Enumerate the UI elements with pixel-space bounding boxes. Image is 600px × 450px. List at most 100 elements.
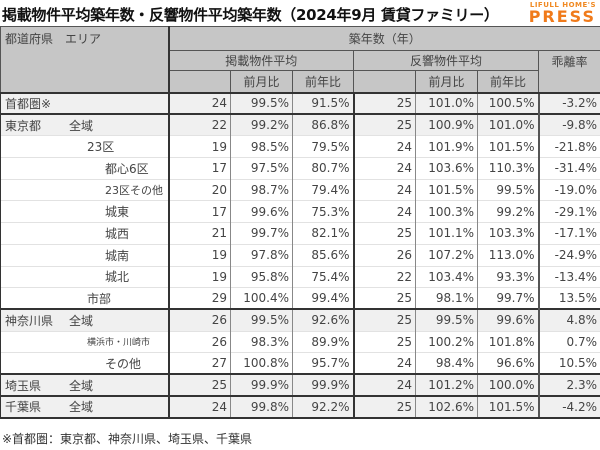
area-label: その他 bbox=[105, 356, 142, 371]
listed-mom-cell: 99.5% bbox=[230, 308, 293, 332]
area-cell: 首都圏※ bbox=[0, 91, 170, 115]
listed-age-cell: 19 bbox=[168, 265, 231, 288]
area-cell: その他 bbox=[0, 352, 170, 375]
listed-average-header: 掲載物件平均 bbox=[168, 50, 354, 71]
response-age-cell: 25 bbox=[352, 395, 416, 419]
prefecture-label: 東京都 bbox=[5, 118, 42, 133]
response-age-cell: 25 bbox=[352, 222, 416, 245]
response-mom-cell: 103.6% bbox=[415, 157, 478, 180]
response-yoy-header: 前年比 bbox=[477, 70, 539, 93]
area-label: 23区その他 bbox=[105, 184, 163, 198]
listed-age-cell: 27 bbox=[168, 352, 231, 375]
response-age-cell: 24 bbox=[352, 178, 416, 201]
response-mom-cell: 101.2% bbox=[415, 373, 478, 397]
area-label: 城南 bbox=[105, 248, 130, 263]
response-yoy-cell: 110.3% bbox=[477, 157, 539, 180]
response-age-cell: 26 bbox=[352, 243, 416, 266]
response-mom-cell: 103.4% bbox=[415, 265, 478, 288]
response-mom-cell: 101.1% bbox=[415, 222, 478, 245]
area-label: 城北 bbox=[105, 270, 130, 285]
area-cell: 東京都 全域 bbox=[0, 113, 170, 136]
gap-rate-header: 乖離率 bbox=[537, 50, 600, 93]
response-age-cell: 22 bbox=[352, 265, 416, 288]
listed-age-cell: 21 bbox=[168, 222, 231, 245]
response-yoy-cell: 96.6% bbox=[477, 352, 539, 375]
listed-yoy-cell: 85.6% bbox=[292, 243, 354, 266]
listed-yoy-cell: 91.5% bbox=[292, 91, 354, 115]
listed-mom-cell: 98.3% bbox=[230, 330, 293, 353]
gap-rate-cell: -17.1% bbox=[537, 222, 600, 245]
gap-rate-cell: 13.5% bbox=[537, 287, 600, 310]
gap-rate-cell: -31.4% bbox=[537, 157, 600, 180]
listed-age-cell: 24 bbox=[168, 91, 231, 115]
area-cell: 城北 bbox=[0, 265, 170, 288]
area-label: 城東 bbox=[105, 205, 130, 220]
listed-yoy-header: 前年比 bbox=[292, 70, 354, 93]
response-yoy-cell: 100.5% bbox=[477, 91, 539, 115]
page-title: 掲載物件平均築年数・反響物件平均築年数（2024年9月 賃貸ファミリー） bbox=[2, 6, 499, 24]
gap-rate-cell: 4.8% bbox=[537, 308, 600, 332]
listed-mom-cell: 95.8% bbox=[230, 265, 293, 288]
footnote: ※首都圏：東京都、神奈川県、埼玉県、千葉県 bbox=[2, 432, 253, 446]
area-label: 全域 bbox=[69, 313, 94, 328]
listed-yoy-cell: 92.2% bbox=[292, 395, 354, 419]
listed-yoy-cell: 86.8% bbox=[292, 113, 354, 136]
prefecture-label: 千葉県 bbox=[5, 400, 42, 415]
listed-mom-cell: 100.8% bbox=[230, 352, 293, 375]
response-average-header: 反響物件平均 bbox=[353, 50, 539, 71]
logo-top-text: LIFULL HOME'S bbox=[529, 1, 596, 9]
gap-rate-cell: -24.9% bbox=[537, 243, 600, 266]
lifull-press-logo: LIFULL HOME'S PRESS bbox=[529, 1, 596, 25]
area-label: 全域 bbox=[69, 378, 94, 393]
response-yoy-cell: 93.3% bbox=[477, 265, 539, 288]
response-yoy-cell: 100.0% bbox=[477, 373, 539, 397]
listed-mom-cell: 99.8% bbox=[230, 395, 293, 419]
table-row: 城北 19 95.8% 75.4% 22 103.4% 93.3% -13.4% bbox=[0, 265, 600, 288]
listed-mom-cell: 100.4% bbox=[230, 287, 293, 310]
listed-yoy-cell: 79.5% bbox=[292, 135, 354, 158]
area-cell: 都心6区 bbox=[0, 157, 170, 180]
gap-rate-cell: -19.0% bbox=[537, 178, 600, 201]
response-yoy-cell: 99.6% bbox=[477, 308, 539, 332]
table-row: 市部 29 100.4% 99.4% 25 98.1% 99.7% 13.5% bbox=[0, 287, 600, 310]
listed-yoy-cell: 82.1% bbox=[292, 222, 354, 245]
listed-yoy-cell: 79.4% bbox=[292, 178, 354, 201]
area-label: 横浜市・川崎市 bbox=[87, 338, 151, 349]
response-age-cell: 25 bbox=[352, 287, 416, 310]
title-bar: 掲載物件平均築年数・反響物件平均築年数（2024年9月 賃貸ファミリー） LIF… bbox=[0, 0, 600, 26]
response-age-cell: 24 bbox=[352, 157, 416, 180]
area-cell: 23区 bbox=[0, 135, 170, 158]
response-age-cell: 25 bbox=[352, 330, 416, 353]
listed-yoy-cell: 89.9% bbox=[292, 330, 354, 353]
listed-age-cell: 26 bbox=[168, 330, 231, 353]
area-column-header: 都道府県 エリア bbox=[0, 26, 170, 93]
response-yoy-cell: 101.5% bbox=[477, 395, 539, 419]
gap-rate-cell: 2.3% bbox=[537, 373, 600, 397]
table-row: 首都圏※ 24 99.5% 91.5% 25 101.0% 100.5% -3.2% bbox=[0, 91, 600, 115]
building-age-header: 築年数（年） bbox=[167, 26, 600, 51]
listed-age-cell: 19 bbox=[168, 243, 231, 266]
response-mom-cell: 98.1% bbox=[415, 287, 478, 310]
area-label: 全域 bbox=[69, 118, 94, 133]
table-row: 城南 19 97.8% 85.6% 26 107.2% 113.0% -24.9% bbox=[0, 243, 600, 266]
area-cell: 城西 bbox=[0, 222, 170, 245]
response-mom-cell: 99.5% bbox=[415, 308, 478, 332]
listed-mom-cell: 97.5% bbox=[230, 157, 293, 180]
prefecture-label: 首都圏※ bbox=[5, 96, 52, 111]
gap-rate-cell: -3.2% bbox=[537, 91, 600, 115]
listed-mom-cell: 97.8% bbox=[230, 243, 293, 266]
listed-age-cell: 29 bbox=[168, 287, 231, 310]
gap-rate-cell: -29.1% bbox=[537, 200, 600, 223]
listed-yoy-cell: 99.9% bbox=[292, 373, 354, 397]
gap-rate-cell: -21.8% bbox=[537, 135, 600, 158]
area-cell: 城南 bbox=[0, 243, 170, 266]
response-age-cell: 24 bbox=[352, 373, 416, 397]
listed-yoy-cell: 95.7% bbox=[292, 352, 354, 375]
area-label: 城西 bbox=[105, 226, 130, 241]
response-yoy-cell: 101.0% bbox=[477, 113, 539, 136]
area-cell: 城東 bbox=[0, 200, 170, 223]
response-age-cell: 24 bbox=[352, 200, 416, 223]
listed-yoy-cell: 99.4% bbox=[292, 287, 354, 310]
listed-age-cell: 17 bbox=[168, 157, 231, 180]
response-yoy-cell: 101.8% bbox=[477, 330, 539, 353]
